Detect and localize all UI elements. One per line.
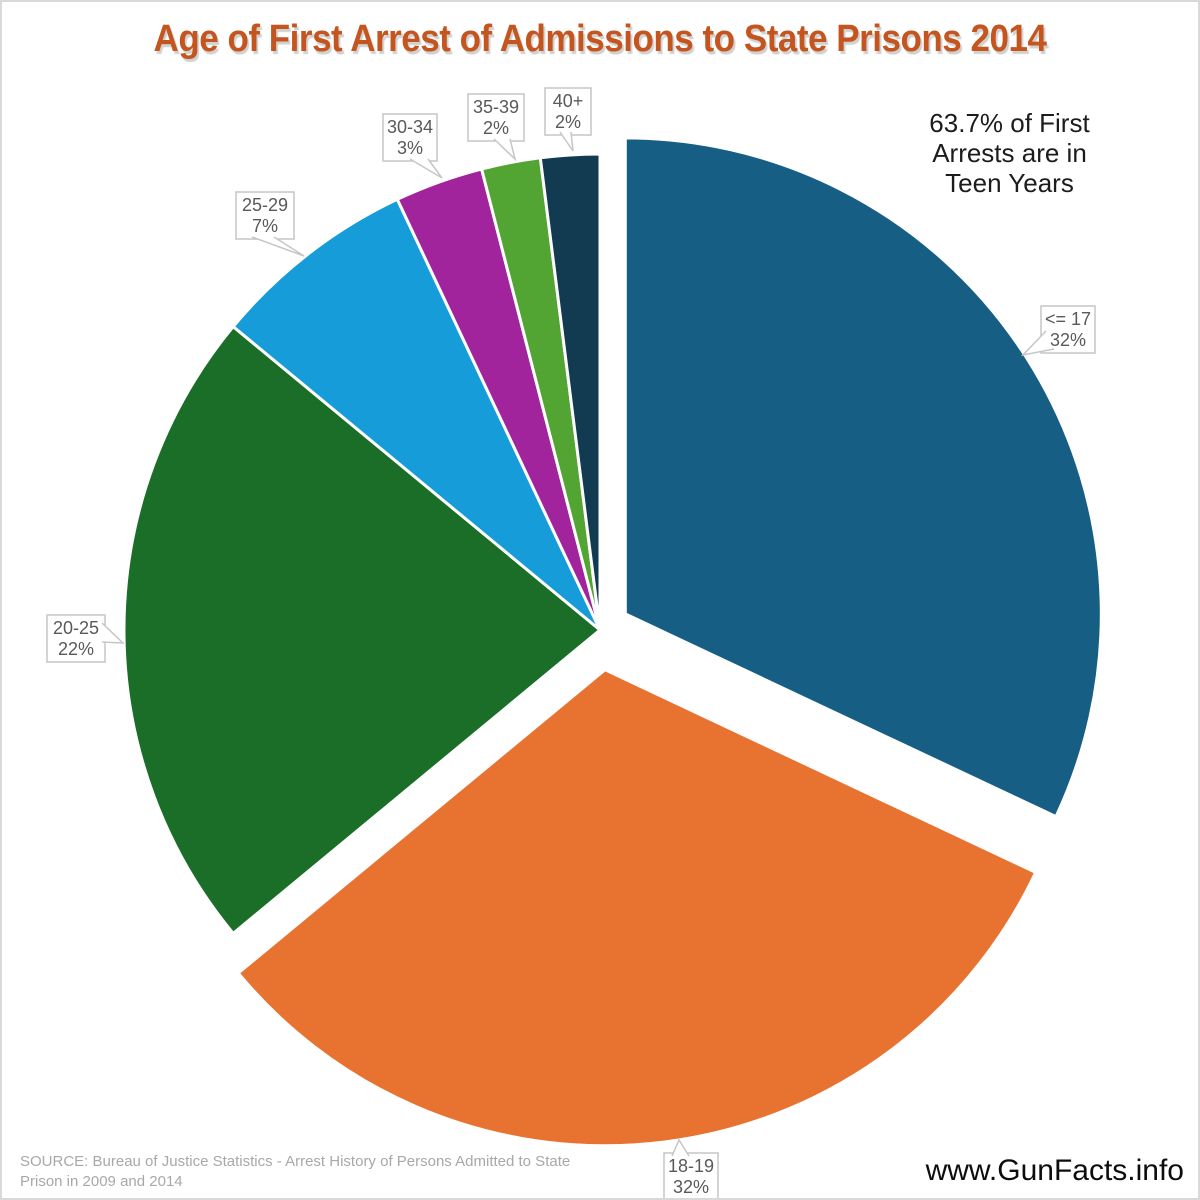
callout-value: 3% xyxy=(397,138,423,158)
callout-18-19: 18-19 32% xyxy=(663,1138,719,1198)
callout-40plus: 40+ 2% xyxy=(544,87,592,152)
callout-tail xyxy=(409,158,443,179)
callout-label: 35-39 xyxy=(473,97,519,117)
callout-value: 2% xyxy=(555,112,581,132)
callout-box xyxy=(235,191,295,240)
callout-35-39: 35-39 2% xyxy=(467,93,525,162)
callout-tail xyxy=(493,138,517,162)
annotation-line: Teen Years xyxy=(945,168,1074,198)
annotation-line: 63.7% of First xyxy=(929,108,1090,138)
callout-box xyxy=(382,113,438,162)
website-credit: www.GunFacts.info xyxy=(925,1154,1184,1187)
callout-tail xyxy=(559,131,574,152)
pie-slices xyxy=(122,136,1103,1148)
callout-label: 25-29 xyxy=(242,195,288,215)
callout-label: 40+ xyxy=(553,91,584,111)
chart-title: Age of First Arrest of Admissions to Sta… xyxy=(153,18,1047,60)
teen-years-annotation: 63.7% of First Arrests are in Teen Years xyxy=(897,108,1122,198)
callout-tail xyxy=(101,622,125,644)
annotation-line: Arrests are in xyxy=(932,138,1087,168)
callout-le17: <= 17 32% xyxy=(1020,305,1096,357)
pie-slice-18-19 xyxy=(236,668,1038,1148)
callout-value: 7% xyxy=(252,216,278,236)
pie-slice-le17 xyxy=(623,136,1103,819)
callout-label: <= 17 xyxy=(1045,309,1091,329)
callout-25-29: 25-29 7% xyxy=(235,191,305,257)
callout-20-25: 20-25 22% xyxy=(46,614,125,663)
pie-slice-25-29 xyxy=(231,197,602,632)
callout-label: 18-19 xyxy=(668,1156,714,1176)
source-line: SOURCE: Bureau of Justice Statistics - A… xyxy=(20,1153,571,1170)
callout-label: 20-25 xyxy=(53,618,99,638)
callout-tail xyxy=(251,236,305,257)
callout-label: 30-34 xyxy=(387,117,433,137)
callout-30-34: 30-34 3% xyxy=(382,113,443,179)
callout-value: 22% xyxy=(58,639,94,659)
callout-box xyxy=(663,1152,719,1198)
callout-value: 2% xyxy=(483,118,509,138)
source-line: Prison in 2009 and 2014 xyxy=(20,1173,183,1190)
callout-value: 32% xyxy=(1050,330,1086,350)
pie-slice-20-25 xyxy=(122,325,602,935)
pie-slice-40plus xyxy=(538,152,602,632)
callout-box xyxy=(46,614,106,663)
callout-box xyxy=(544,87,592,136)
source-note: SOURCE: Bureau of Justice Statistics - A… xyxy=(20,1152,570,1192)
callout-tail xyxy=(1020,330,1055,357)
callout-value: 32% xyxy=(673,1177,709,1197)
callout-tail xyxy=(671,1138,690,1157)
